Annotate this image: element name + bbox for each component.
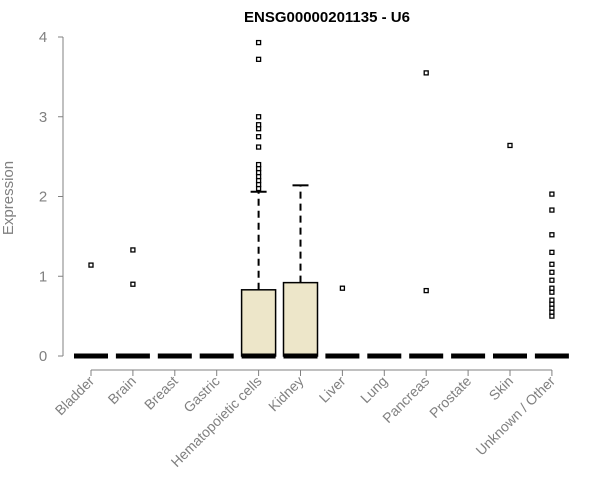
outlier-point [255,56,262,62]
outlier-point [549,191,555,197]
outlier-point [130,247,136,253]
x-tick-label: Lung [357,373,390,406]
x-tick-label: Prostate [426,373,474,421]
box-group [409,70,444,359]
x-tick-label: Unknown / Other [472,373,558,459]
box-group [493,142,527,359]
outlier-point [423,287,429,294]
box-group [282,184,319,359]
chart-title: ENSG00000201135 - U6 [244,9,410,26]
y-tick-label: 3 [39,109,47,126]
outlier-point [130,281,136,287]
y-tick-label: 1 [39,268,47,285]
x-tick-label: Skin [486,373,517,404]
x-tick-label: Pancreas [379,373,432,426]
outlier-point [549,261,555,267]
x-tick-label: Brain [105,373,139,407]
outlier-point [255,39,262,46]
outlier-point [255,114,262,120]
outlier-point [549,277,555,283]
x-tick-label: Liver [316,373,349,406]
box-group [115,247,150,359]
outlier-point [507,142,513,149]
box-group [534,191,569,359]
y-tick-label: 2 [39,189,47,206]
outlier-point [549,285,555,291]
outlier-point [549,297,555,303]
x-tick-label: Breast [141,373,181,413]
x-tick-label: Bladder [52,373,98,419]
plot-area [74,39,569,359]
outlier-point [88,262,94,268]
outlier-point [255,134,262,140]
outlier-point [255,161,262,168]
box-rect [282,281,319,357]
outlier-point [549,232,555,238]
y-tick-label: 4 [39,29,47,46]
outlier-point [549,249,555,255]
y-axis-label: Expression [0,161,17,235]
outlier-point [549,207,555,213]
outlier-point [255,144,262,150]
outlier-point [549,269,555,275]
y-axis: 0 1 2 3 4 [39,29,64,365]
outlier-point [255,122,262,128]
box-group [240,39,277,359]
outlier-point [423,70,429,76]
box-group [325,285,360,359]
box-group [74,262,108,359]
box-rect [240,289,277,357]
x-tick-label: Kidney [265,373,307,415]
y-tick-label: 0 [39,348,47,365]
outlier-point [339,285,346,291]
